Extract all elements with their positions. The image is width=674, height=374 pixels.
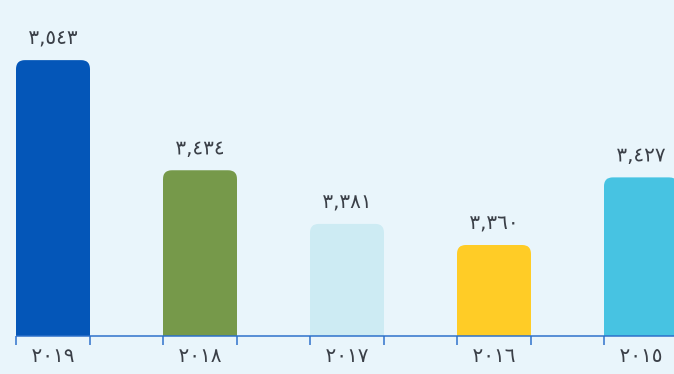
value-label-4: ٣,٤٢٧ bbox=[616, 142, 666, 166]
category-label-2: ٢٠١٧ bbox=[326, 343, 369, 367]
value-label-2: ٣,٣٨١ bbox=[322, 189, 371, 213]
bar-0 bbox=[16, 60, 90, 337]
labels-layer: ٣,٥٤٣ ٢٠١٩ ٣,٤٣٤ ٢٠١٨ ٣,٣٨١ ٢٠١٧ ٣,٣٦٠ ٢٠١٦ ٣,٤٢… bbox=[28, 25, 666, 367]
bar-3 bbox=[457, 245, 531, 336]
value-label-0: ٣,٥٤٣ bbox=[28, 25, 78, 49]
bar-4 bbox=[604, 177, 674, 336]
bars-layer bbox=[16, 60, 674, 337]
bar-1 bbox=[163, 170, 237, 336]
bar-2 bbox=[310, 223, 384, 336]
value-label-1: ٣,٤٣٤ bbox=[175, 135, 224, 159]
value-label-3: ٣,٣٦٠ bbox=[469, 210, 518, 234]
category-label-3: ٢٠١٦ bbox=[473, 343, 516, 367]
x-axis bbox=[15, 335, 674, 345]
category-label-0: ٢٠١٩ bbox=[32, 343, 75, 367]
category-label-4: ٢٠١٥ bbox=[620, 343, 663, 367]
category-label-1: ٢٠١٨ bbox=[179, 343, 222, 367]
